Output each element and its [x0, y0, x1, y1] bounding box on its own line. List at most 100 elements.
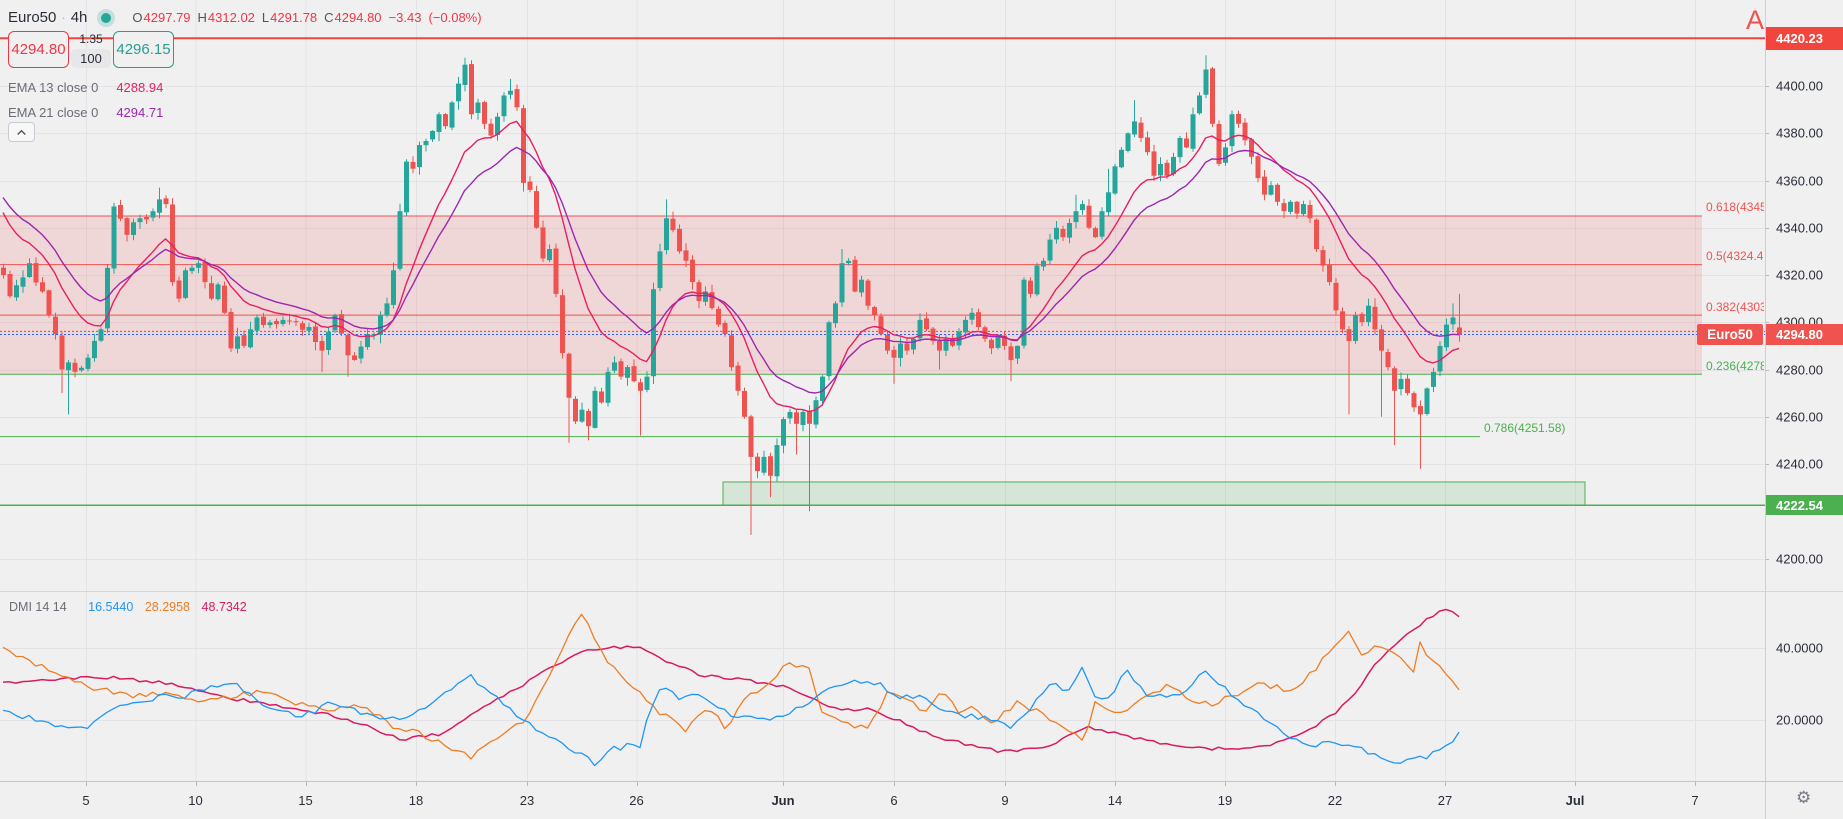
fib-level-label: 0.5(4324.4	[1706, 249, 1764, 264]
trade-widget: 4294.80 1.35 100 4296.15	[8, 31, 174, 68]
fib-level-label: 0.382(4303	[1706, 299, 1764, 314]
time-axis-tick	[1335, 782, 1336, 786]
price-axis-tick	[1765, 464, 1769, 465]
alert-badge-text: 4420.23	[1776, 30, 1823, 46]
ema21-label: EMA 21 close 0	[8, 105, 99, 120]
text-annotation-a: A	[1746, 5, 1765, 35]
settings-gear-icon[interactable]: ⚙	[1796, 788, 1812, 807]
spread-column: 1.35 100	[69, 31, 113, 68]
time-axis-label: 27	[1437, 793, 1453, 808]
gridlines	[0, 0, 1765, 781]
time-axis-label: 9	[1001, 793, 1009, 808]
dmi-adx-line	[2, 608, 1460, 754]
price-axis-tick	[1765, 370, 1769, 371]
last-price-badge: 4294.80	[1765, 324, 1843, 346]
time-axis-tick	[86, 782, 87, 786]
dmi-axis-label: 20.0000	[1776, 712, 1823, 728]
price-axis-tick	[1765, 228, 1769, 229]
ema13-legend-row[interactable]: EMA 13 close 0 4288.94	[8, 75, 163, 100]
time-axis-tick	[783, 782, 784, 786]
price-axis-tick	[1765, 417, 1769, 418]
time-axis-label: 18	[408, 793, 424, 808]
low-value: 4291.78	[270, 10, 318, 25]
sell-button[interactable]: 4294.80	[8, 31, 69, 68]
time-axis-label: 15	[298, 793, 313, 808]
price-axis[interactable]: 4400.00 4380.00 4360.00 4340.00 4320.00 4300.…	[1765, 0, 1843, 819]
fib-labels-layer: 0.618(4345 0.5(4324.4 0.382(4303 0.236(4278…	[1484, 200, 1764, 436]
time-axis-label: 6	[890, 793, 898, 808]
time-axis-tick	[1445, 782, 1446, 786]
change-value: −3.43	[388, 10, 422, 25]
last-badge-text: 4294.80	[1776, 327, 1823, 343]
time-axis-label: 22	[1327, 793, 1343, 808]
time-axis-tick	[1695, 782, 1696, 786]
symbol-name[interactable]: Euro50	[8, 9, 57, 26]
main-pane	[0, 37, 1765, 535]
price-axis-tick	[1765, 133, 1769, 134]
fib-level-label: 0.786(4251.58)	[1484, 421, 1566, 436]
close-value: 4294.80	[334, 10, 382, 25]
buy-button[interactable]: 4296.15	[113, 31, 174, 68]
wicks-up	[16, 55, 1454, 482]
time-axis-tick	[1005, 782, 1006, 786]
support-badge-text: 4222.54	[1776, 497, 1823, 513]
time-axis-label: 19	[1217, 793, 1233, 808]
time-axis-label: Jul	[1565, 793, 1585, 808]
fib-level-label: 0.618(4345	[1706, 200, 1764, 215]
ema21-value: 4294.71	[116, 105, 164, 120]
dmi-legend-row[interactable]: DMI 14 14 16.5440 28.2958 48.7342	[9, 600, 255, 614]
quantity-field[interactable]: 100	[71, 49, 111, 68]
price-axis-tick	[1765, 322, 1769, 323]
dmi-axis-label: 40.0000	[1776, 640, 1823, 656]
change-percent: (−0.08%)	[428, 10, 482, 25]
ema13-label: EMA 13 close 0	[8, 80, 99, 95]
pane-separator[interactable]	[0, 591, 1843, 592]
time-axis-tick	[527, 782, 528, 786]
ohlc-values-row: O 4297.79 H 4312.02 L 4291.78 C 4294.80 −3.4…	[132, 10, 481, 25]
high-value: 4312.02	[207, 10, 255, 25]
price-axis-label: 4260.00	[1776, 409, 1823, 425]
time-axis-label: 10	[188, 793, 203, 808]
dmi-plus-di-line	[2, 666, 1460, 767]
market-status-dot-icon[interactable]	[101, 12, 112, 23]
ema13-value: 4288.94	[116, 80, 164, 95]
price-axis-label: 4340.00	[1776, 220, 1823, 236]
price-axis-border	[1765, 0, 1766, 819]
time-axis-label: 5	[82, 793, 90, 808]
fib-level-label: 0.236(4278	[1706, 358, 1764, 373]
ema21-line	[2, 146, 1460, 394]
ema13-line	[2, 120, 1460, 413]
time-axis-label: 26	[629, 793, 644, 808]
dmi-adx-value: 48.7342	[201, 600, 247, 614]
price-axis-tick	[1765, 86, 1769, 87]
spread-value: 1.35	[79, 32, 103, 46]
dmi-minus-di-line	[2, 613, 1460, 760]
high-label: H	[197, 10, 207, 25]
support-price-badge: 4222.54	[1765, 495, 1843, 516]
time-axis-tick	[636, 782, 638, 786]
price-axis-tick	[1765, 559, 1769, 560]
open-label: O	[132, 10, 143, 25]
time-axis-tick	[305, 782, 307, 786]
collapse-legend-button[interactable]	[8, 122, 35, 142]
title-separator: ·	[61, 10, 66, 25]
low-label: L	[261, 10, 270, 25]
symbol-price-label: Euro50	[1697, 324, 1763, 346]
interval-label[interactable]: 4h	[70, 9, 88, 26]
time-axis-label: 7	[1691, 793, 1699, 808]
price-axis-label: 4320.00	[1776, 267, 1823, 283]
close-label: C	[324, 10, 334, 25]
price-axis-label: 4200.00	[1776, 551, 1823, 566]
wicks-down	[3, 60, 1460, 535]
price-axis-label: 4380.00	[1776, 125, 1823, 141]
ema21-legend-row[interactable]: EMA 21 close 0 4294.71	[8, 100, 163, 125]
price-axis-tick	[1765, 181, 1769, 182]
time-axis[interactable]: 5 10 15 18 23 26 Jun 6 9 14 19 22 27 Jul 7	[0, 782, 1843, 819]
time-axis-label: 23	[519, 793, 535, 808]
time-axis-tick	[1575, 782, 1576, 786]
open-value: 4297.79	[143, 10, 191, 25]
dmi-minus-di-value: 28.2958	[144, 600, 191, 614]
alert-price-badge: 4420.23	[1765, 26, 1843, 50]
